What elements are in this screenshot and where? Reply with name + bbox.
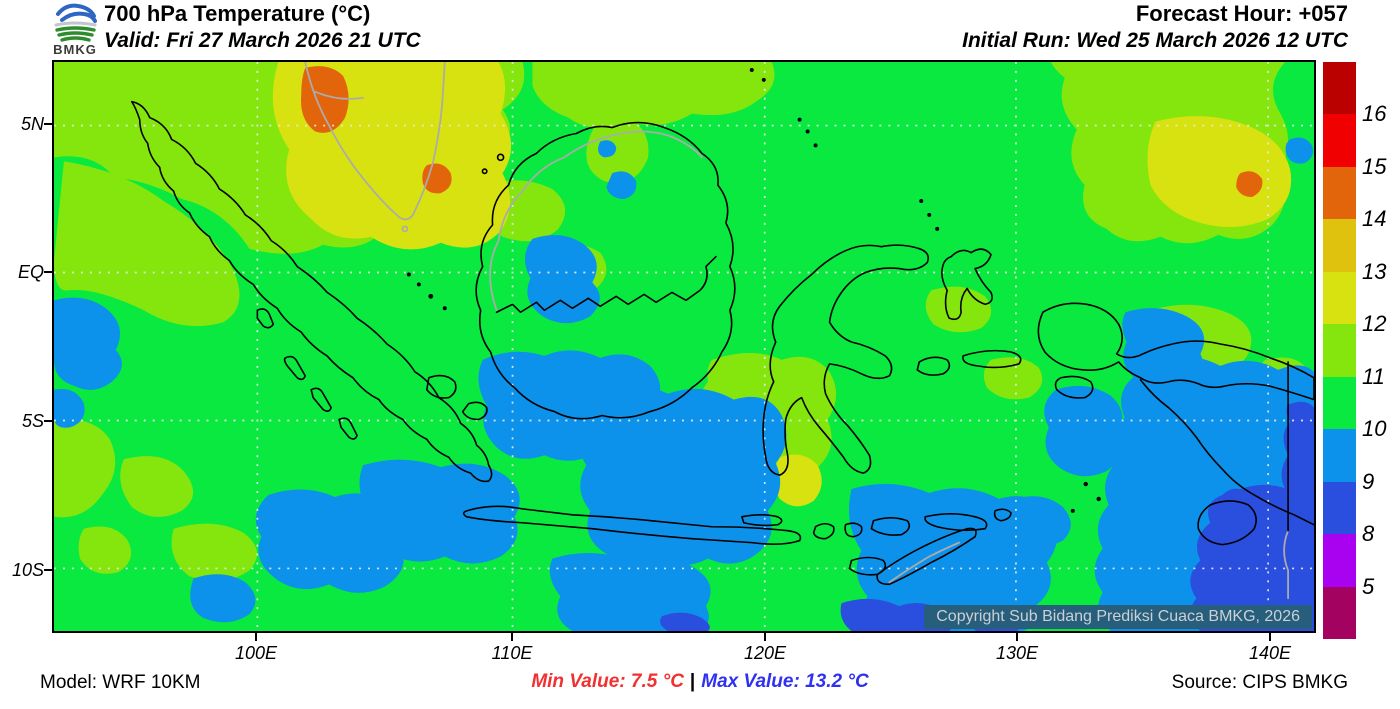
colorbar-label: 5 — [1362, 573, 1375, 599]
colorbar-cell — [1323, 534, 1356, 587]
colorbar-label: 11 — [1362, 363, 1385, 389]
field-orange-blobs — [300, 66, 1263, 198]
colorbar-cell — [1323, 219, 1356, 272]
lon-label-130e: 130E — [995, 643, 1039, 663]
lat-label-5n: 5N — [20, 114, 44, 134]
lat-label-5s: 5S — [21, 411, 44, 431]
lon-tick — [1269, 633, 1271, 641]
lon-label-110e: 110E — [491, 643, 533, 663]
lat-tick — [44, 420, 52, 422]
colorbar-label: 16 — [1362, 101, 1387, 127]
bmkg-logo-text: BMKG — [53, 42, 97, 57]
colorbar-cell — [1323, 376, 1356, 430]
temperature-colorbar — [1323, 62, 1356, 639]
valid-time-label: Valid: Fri 27 March 2026 21 UTC — [104, 29, 421, 52]
page-title: 700 hPa Temperature (°C) — [104, 1, 371, 26]
colorbar-label: 10 — [1362, 416, 1387, 442]
lon-tick — [255, 633, 257, 641]
minmax-values: Min Value: 7.5 °C | Max Value: 13.2 °C — [531, 671, 868, 693]
copyright-notice: Copyright Sub Bidang Prediksi Cuaca BMKG… — [924, 605, 1312, 629]
colorbar-label: 12 — [1362, 311, 1387, 337]
temperature-field-svg — [54, 62, 1314, 631]
lat-tick — [44, 123, 52, 125]
bmkg-logo: BMKG — [46, 2, 104, 58]
foreign-borders-gray — [304, 62, 1289, 600]
bmkg-logo-icon — [54, 3, 97, 42]
lon-tick — [511, 633, 513, 641]
lon-label-140e: 140E — [1248, 643, 1292, 663]
lon-label-100e: 100E — [234, 643, 278, 663]
lon-tick — [1016, 633, 1018, 641]
colorbar-cell — [1323, 166, 1356, 220]
lon-label-120e: 120E — [743, 643, 787, 663]
lat-label-10s: 10S — [11, 560, 44, 580]
colorbar-label: 14 — [1362, 206, 1387, 232]
graticule-gridlines — [54, 62, 1314, 631]
lat-label-eq: EQ — [17, 262, 44, 282]
colorbar-label: 13 — [1362, 258, 1387, 284]
colorbar-cell — [1323, 62, 1356, 115]
colorbar-cell — [1323, 586, 1356, 639]
min-value-label: Min Value: 7.5 °C — [531, 671, 684, 692]
source-label: Source: CIPS BMKG — [1171, 672, 1348, 693]
colorbar-cell — [1323, 324, 1356, 377]
forecast-hour-label: Forecast Hour: +057 — [1135, 1, 1348, 26]
lon-tick — [764, 633, 766, 641]
initial-run-label: Initial Run: Wed 25 March 2026 12 UTC — [962, 29, 1348, 52]
lat-tick — [44, 271, 52, 273]
model-label: Model: WRF 10KM — [40, 672, 201, 693]
weather-map: Copyright Sub Bidang Prediksi Cuaca BMKG… — [52, 60, 1316, 633]
colorbar-cell — [1323, 481, 1356, 535]
lat-tick — [44, 569, 52, 571]
colorbar-label: 15 — [1362, 153, 1387, 179]
coastlines — [130, 67, 1314, 586]
colorbar-cell — [1323, 271, 1356, 325]
colorbar-label: 8 — [1362, 521, 1375, 547]
colorbar-label: 9 — [1362, 468, 1375, 494]
max-value-label: Max Value: 13.2 °C — [701, 671, 869, 692]
colorbar-cell — [1323, 429, 1356, 482]
colorbar-cell — [1323, 114, 1356, 167]
minmax-separator: | — [689, 671, 696, 692]
